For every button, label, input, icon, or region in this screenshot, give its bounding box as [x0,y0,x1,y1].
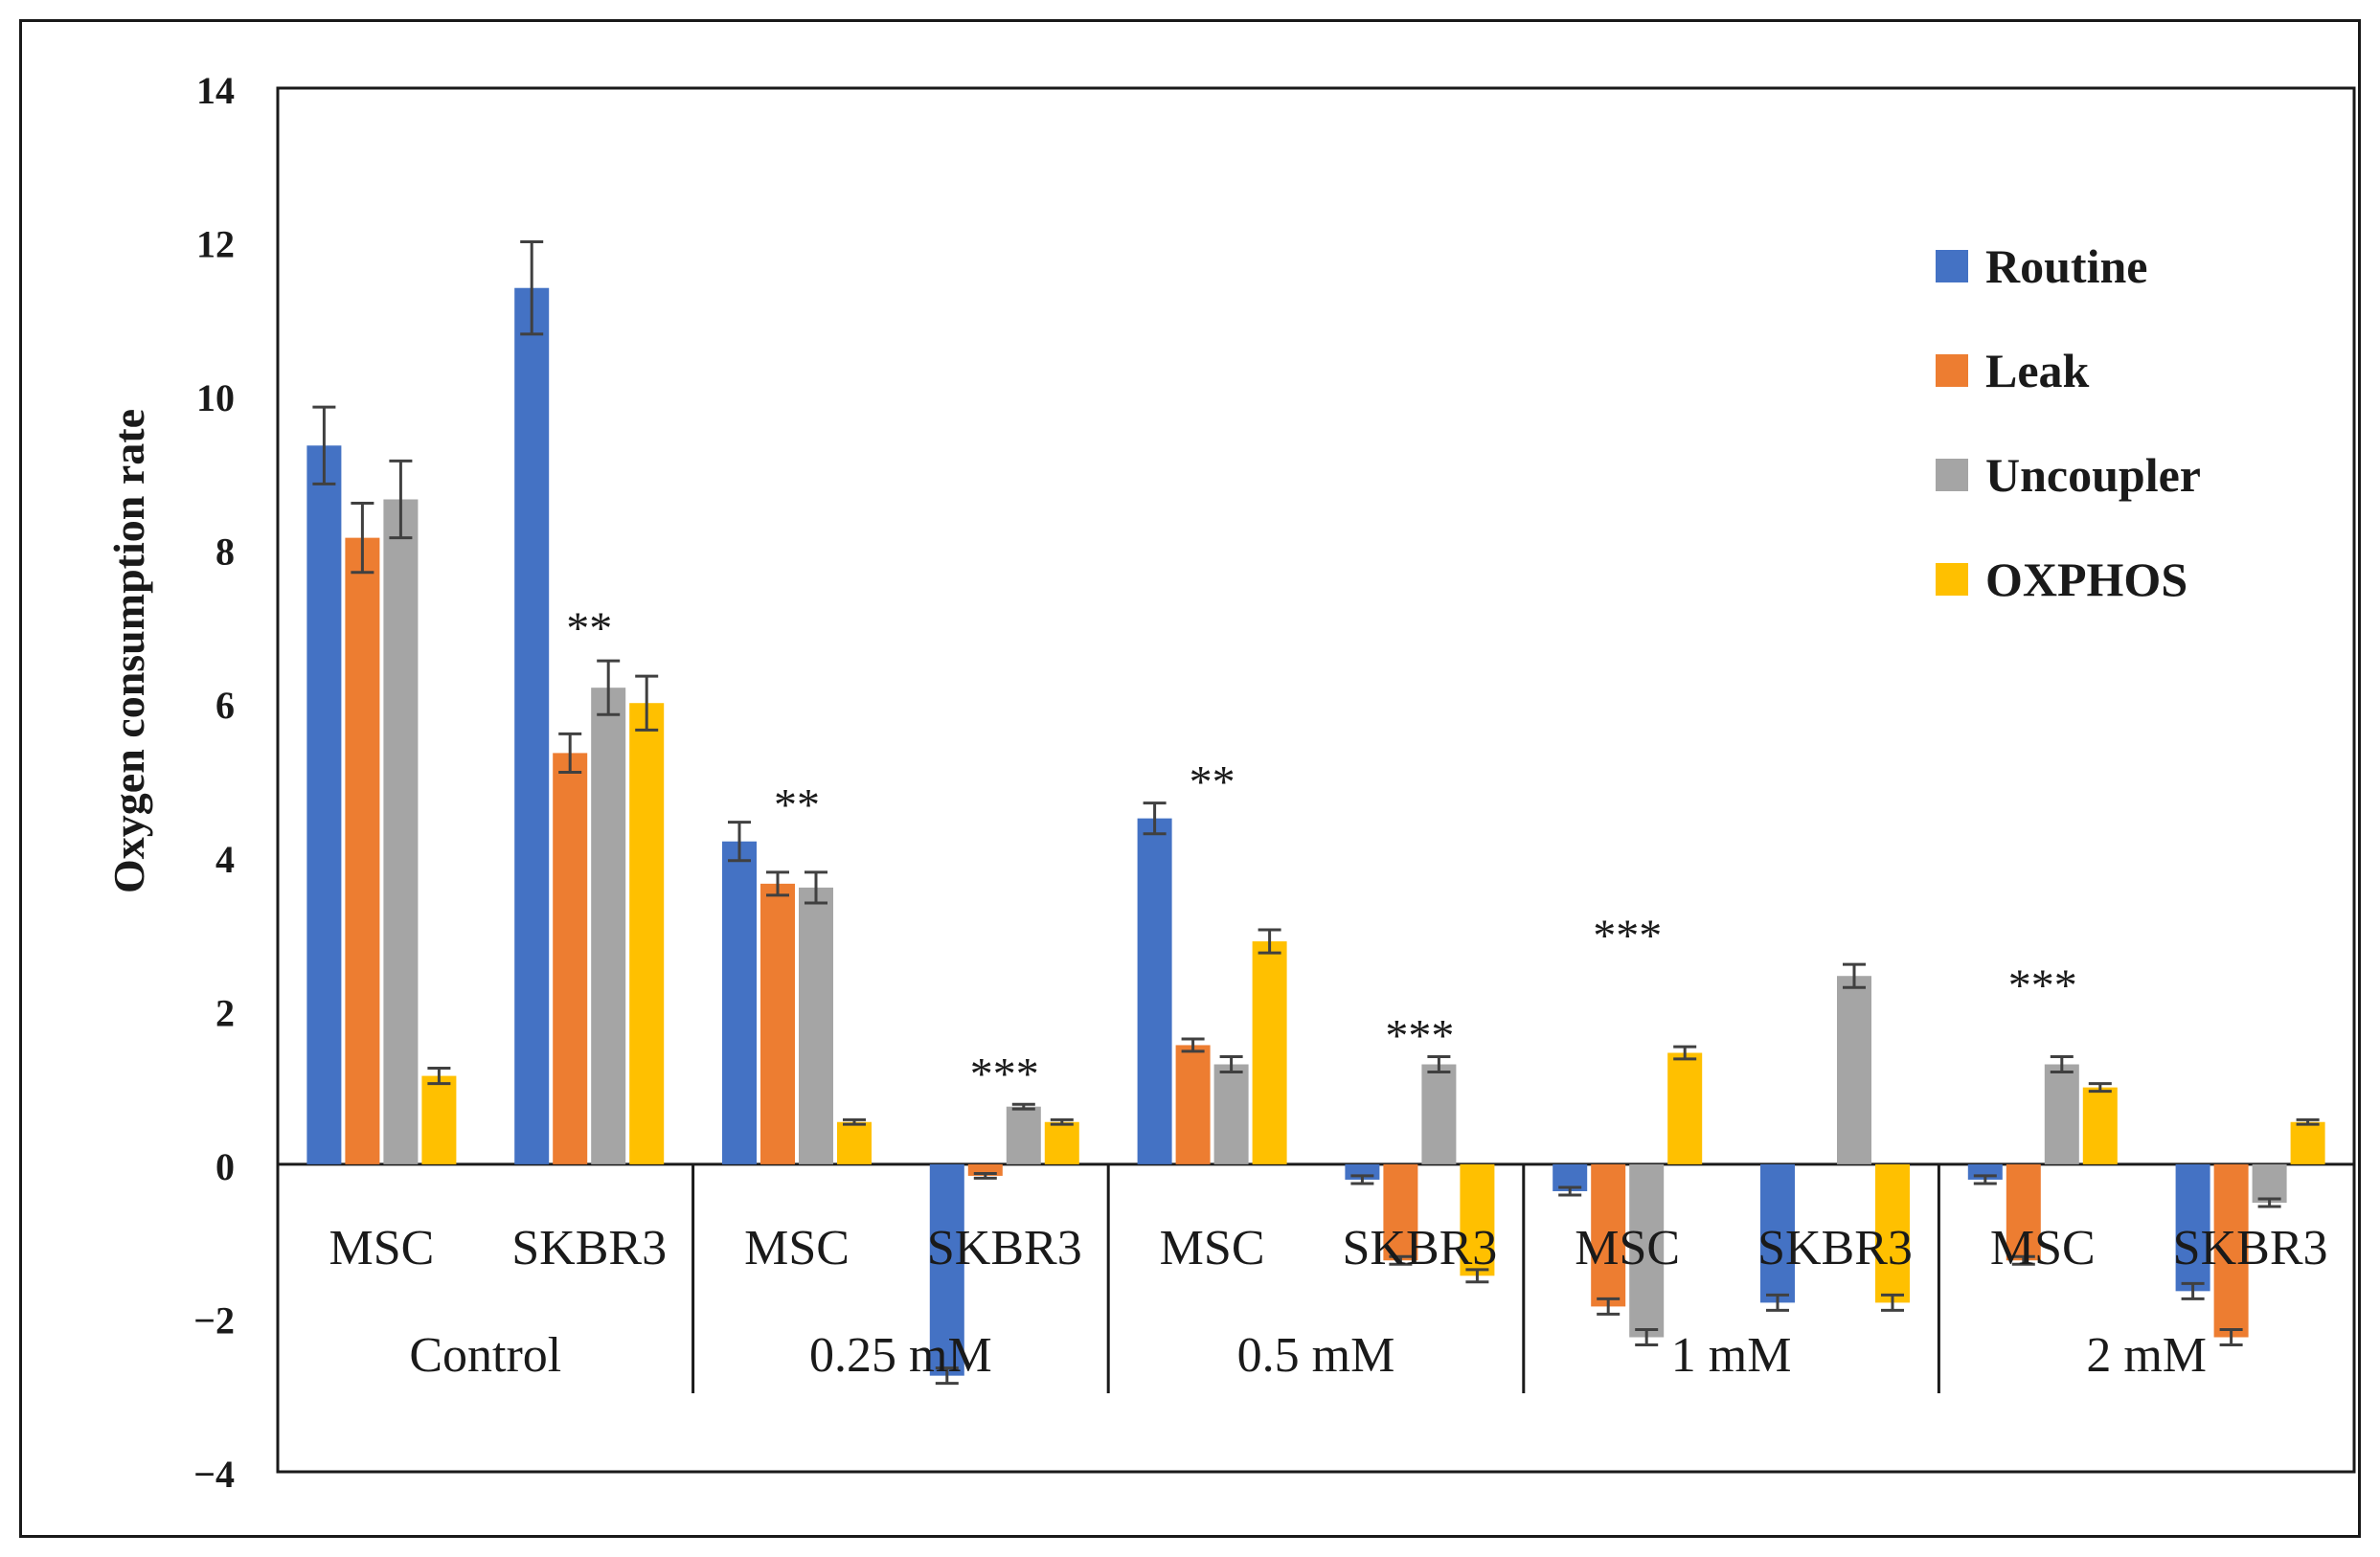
category-label: SKBR3 [2173,1221,2328,1275]
y-tick-label: 4 [215,838,235,881]
bar-routine [1760,1163,1795,1303]
category-label: SKBR3 [1342,1221,1497,1275]
category-label: MSC [744,1221,850,1275]
significance-marker: *** [2008,960,2077,1011]
bar-oxphos [1875,1163,1910,1303]
bar-oxphos [1252,941,1287,1164]
bar-routine [1137,818,1172,1164]
bar-uncoupler [1213,1064,1249,1164]
y-tick-label: 14 [196,69,235,112]
bar-oxphos [421,1075,457,1164]
bar-leak [1175,1045,1211,1164]
bar-uncoupler [2044,1064,2079,1164]
group-label: Control [409,1328,561,1383]
legend-swatch [1936,354,1968,387]
bar-leak [345,537,380,1164]
bar-leak [760,883,795,1164]
significance-marker: *** [1385,1010,1454,1061]
y-tick-label: 0 [215,1145,235,1188]
legend-label: Routine [1985,239,2147,293]
significance-marker: *** [970,1049,1039,1100]
y-tick-label: 2 [215,991,235,1034]
bar-uncoupler [591,688,626,1164]
y-tick-label: 6 [215,684,235,727]
chart-frame [19,19,2361,1538]
bar-leak [1591,1163,1626,1307]
bar-leak [2006,1163,2041,1261]
y-tick-label: 8 [215,530,235,574]
bar-uncoupler [1421,1064,1457,1164]
bar-uncoupler [1629,1163,1665,1338]
bar-oxphos [837,1121,872,1164]
y-tick-label: −4 [193,1453,235,1496]
legend-swatch [1936,563,1968,596]
legend-label: Leak [1985,344,2090,397]
bar-routine [306,445,342,1164]
bar-uncoupler [383,499,419,1164]
category-label: MSC [329,1221,434,1275]
category-label: SKBR3 [511,1221,667,1275]
legend-swatch [1936,250,1968,282]
significance-marker: ** [566,603,612,654]
bar-leak [553,753,588,1164]
legend-label: Uncoupler [1985,448,2201,502]
plot-area [276,86,2356,1474]
bar-uncoupler [1006,1106,1041,1164]
bar-oxphos [1667,1052,1703,1164]
significance-marker: ** [774,780,820,831]
y-tick-label: 10 [196,376,235,419]
bar-oxphos [2082,1087,2118,1164]
bar-uncoupler [2252,1163,2287,1204]
legend-swatch [1936,459,1968,491]
significance-marker: *** [1593,911,1662,961]
category-label: MSC [1990,1221,2096,1275]
category-label: SKBR3 [1757,1221,1913,1275]
legend-label: OXPHOS [1985,553,2187,606]
bar-oxphos [2290,1121,2325,1164]
bar-routine [722,841,757,1164]
bar-uncoupler [799,887,833,1164]
bar-oxphos [1460,1163,1495,1276]
bar-routine [514,287,550,1164]
bar-leak [2213,1163,2249,1338]
bar-routine [2175,1163,2210,1292]
group-label: 0.5 mM [1237,1328,1395,1383]
significance-marker: ** [1190,756,1235,807]
y-axis-title: Oxygen consumption rate [104,409,153,893]
category-label: MSC [1575,1221,1680,1275]
group-label: 1 mM [1671,1328,1792,1383]
bar-leak [1383,1163,1418,1261]
y-tick-label: −2 [193,1298,235,1342]
category-label: SKBR3 [927,1221,1082,1275]
y-tick-label: 12 [196,223,235,266]
group-label: 0.25 mM [809,1328,992,1383]
bar-oxphos [1044,1121,1079,1164]
category-label: MSC [1160,1221,1265,1275]
bar-routine [929,1163,964,1376]
bar-uncoupler [1837,976,1871,1164]
group-label: 2 mM [2086,1328,2207,1383]
bar-oxphos [629,703,665,1164]
